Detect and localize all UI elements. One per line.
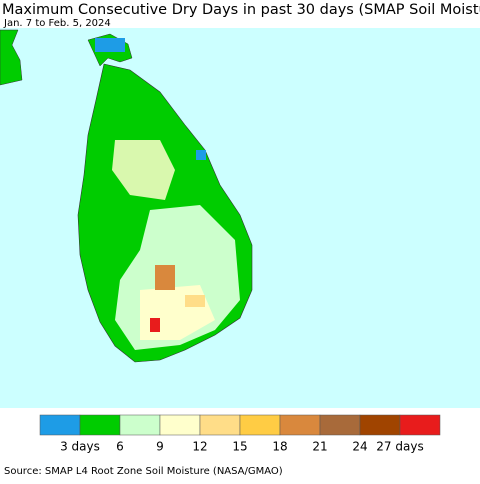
legend-swatch <box>399 414 441 436</box>
legend-swatch <box>119 414 161 436</box>
legend-label: 12 <box>192 440 207 454</box>
legend-swatch <box>319 414 361 436</box>
dry-patch <box>185 295 205 307</box>
legend-label: 3 days <box>60 440 100 454</box>
subtitle: Jan. 7 to Feb. 5, 2024 <box>3 18 111 29</box>
legend-swatch <box>279 414 321 436</box>
legend-label: 24 <box>352 440 367 454</box>
legend-swatch <box>39 414 81 436</box>
legend: 3 days 6 9 12 15 18 21 24 27 days <box>39 414 441 454</box>
legend-label: 9 <box>156 440 164 454</box>
legend-label: 15 <box>232 440 247 454</box>
legend-swatch <box>79 414 121 436</box>
dry-patch <box>155 265 175 290</box>
wet-patch <box>95 38 125 52</box>
dry-patch <box>150 318 160 332</box>
legend-swatch <box>159 414 201 436</box>
india-coast <box>0 29 23 86</box>
legend-swatch <box>359 414 401 436</box>
title: Maximum Consecutive Dry Days in past 30 … <box>2 2 480 18</box>
wet-patch <box>196 150 206 160</box>
dry-patch <box>112 140 175 200</box>
legend-swatch <box>239 414 281 436</box>
legend-label: 6 <box>116 440 124 454</box>
source: Source: SMAP L4 Root Zone Soil Moisture … <box>4 466 283 477</box>
legend-label: 27 days <box>376 440 423 454</box>
legend-label: 21 <box>312 440 327 454</box>
legend-label: 18 <box>272 440 287 454</box>
legend-swatch <box>199 414 241 436</box>
